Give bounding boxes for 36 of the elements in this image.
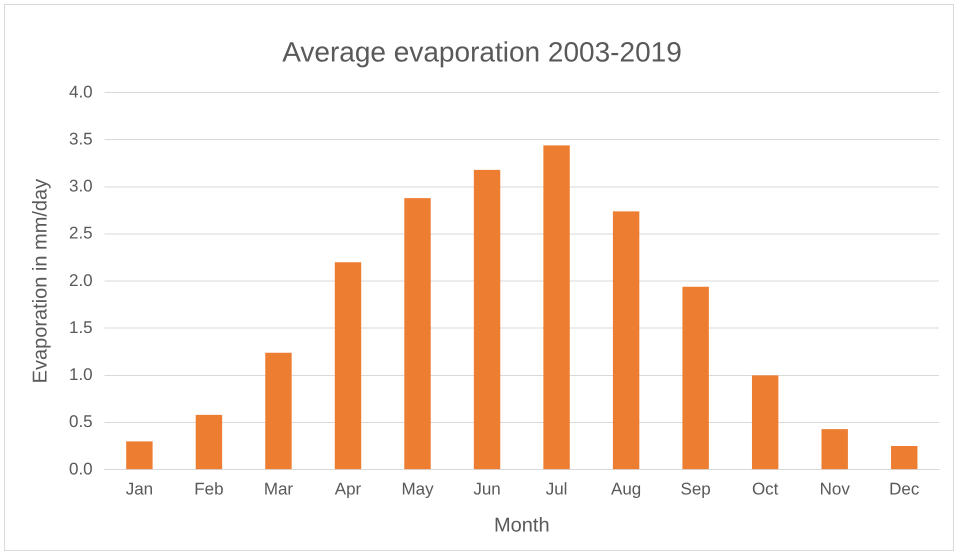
x-tick-label: Jan bbox=[126, 479, 154, 498]
y-tick-label: 1.5 bbox=[68, 318, 93, 337]
bar bbox=[543, 145, 570, 470]
y-axis-title: Evaporation in mm/day bbox=[30, 178, 52, 384]
x-tick-label: Jul bbox=[546, 479, 568, 498]
bar bbox=[404, 198, 431, 470]
bar bbox=[682, 286, 709, 470]
x-tick-label: Feb bbox=[194, 479, 224, 498]
x-tick-label: Aug bbox=[610, 479, 642, 498]
bar bbox=[821, 429, 848, 470]
y-tick-label: 3.5 bbox=[68, 129, 93, 148]
chart-title: Average evaporation 2003-2019 bbox=[282, 36, 682, 68]
y-tick-label: 0.5 bbox=[68, 412, 93, 432]
x-tick-label: Apr bbox=[334, 479, 362, 498]
y-tick-label: 2.5 bbox=[68, 224, 93, 243]
x-tick-label: Nov bbox=[820, 479, 850, 498]
bar bbox=[474, 170, 500, 470]
x-tick-label: Jun bbox=[473, 479, 501, 498]
bar bbox=[752, 375, 778, 470]
bar bbox=[612, 211, 640, 470]
y-tick-label: 2.0 bbox=[68, 270, 93, 290]
x-axis-title: Month bbox=[494, 514, 550, 537]
x-tick-label: May bbox=[401, 479, 434, 498]
y-tick-label: 0.0 bbox=[68, 459, 93, 478]
y-tick-label: 4.0 bbox=[68, 82, 93, 102]
x-tick-label: Dec bbox=[889, 479, 920, 498]
x-tick-label: Mar bbox=[264, 479, 294, 498]
bar bbox=[196, 414, 222, 470]
bar bbox=[891, 446, 918, 470]
x-tick-label: Sep bbox=[680, 479, 711, 498]
x-tick-label: Oct bbox=[752, 479, 779, 498]
y-tick-label: 3.0 bbox=[68, 176, 93, 196]
bar bbox=[334, 262, 362, 470]
y-tick-label: 1.0 bbox=[68, 365, 93, 384]
bar bbox=[126, 441, 153, 470]
bar bbox=[265, 352, 292, 470]
